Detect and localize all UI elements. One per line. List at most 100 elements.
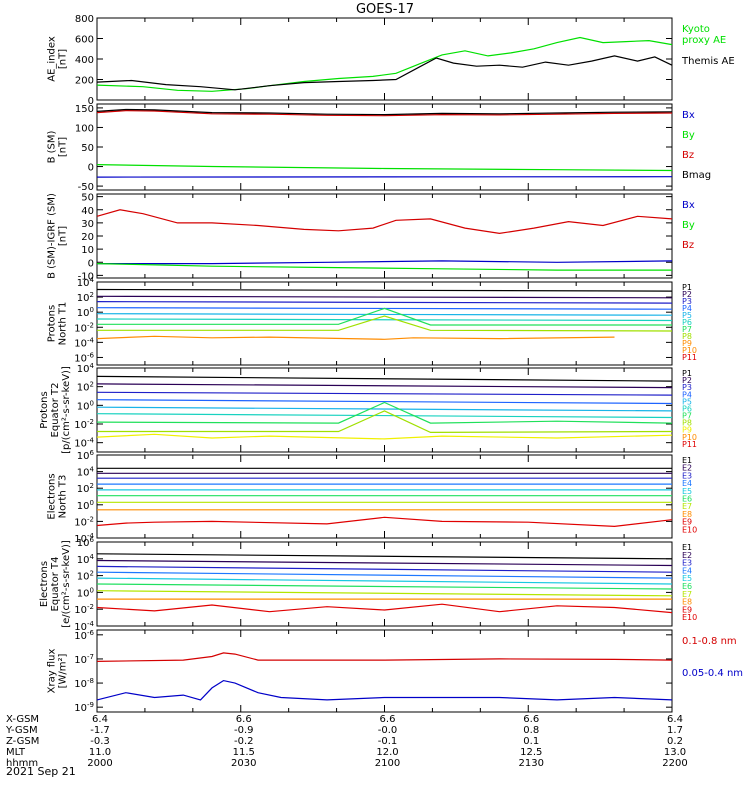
y-axis-label: AE_index xyxy=(47,36,58,82)
ephemeris-value: 2100 xyxy=(375,758,400,769)
legend-entry: P1 xyxy=(682,283,692,292)
legend-entry: E5 xyxy=(682,574,692,583)
legend-entry: E10 xyxy=(682,613,697,622)
legend-entry: P2 xyxy=(682,290,692,299)
series-p4 xyxy=(96,399,673,405)
ephemeris-row-label: MLT xyxy=(6,747,26,758)
y-axis-label: B (SM)-IGRF (SM) xyxy=(47,193,58,279)
series-p2 xyxy=(96,295,673,299)
y-axis-label: Protons xyxy=(39,391,50,428)
legend-entry: P7 xyxy=(682,325,692,334)
legend-entry: Bx xyxy=(682,110,695,121)
ephemeris-value: 6.6 xyxy=(380,714,396,725)
y-tick-label: 100 xyxy=(75,123,94,134)
ephemeris-value: 0.8 xyxy=(523,725,539,736)
panel-frame xyxy=(96,629,673,713)
y-tick-label: 10-8 xyxy=(74,677,94,690)
series-e1 xyxy=(96,553,673,560)
y-tick-label: 104 xyxy=(77,466,95,479)
ephemeris-value: -0.1 xyxy=(378,736,398,747)
ephemeris-value: 13.0 xyxy=(664,747,686,758)
panel-xray: 10-6 10-7 10-8 10-9 Xray flux [W/m²] 0.1-0.8 n… xyxy=(47,629,744,714)
ephemeris-value: -0.9 xyxy=(234,725,254,736)
legend-entry: By xyxy=(682,130,695,141)
y-tick-label: 104 xyxy=(77,276,95,289)
legend-entry: P8 xyxy=(682,419,692,428)
ephemeris-value: 6.6 xyxy=(236,714,252,725)
y-tick-label: 10-4 xyxy=(74,437,94,450)
series-e5 xyxy=(96,577,673,585)
y-tick-label: 106 xyxy=(77,536,95,549)
ephemeris-value: 2130 xyxy=(519,758,544,769)
series-e4 xyxy=(96,571,673,579)
panel-bsm: 150 100 50 0 -50 B (SM) [nT] Bx By Bz Bmag xyxy=(47,103,711,193)
y-tick-label: 400 xyxy=(75,55,94,66)
ephemeris-value: 6.6 xyxy=(523,714,539,725)
ephemeris-value: -0.3 xyxy=(90,736,110,747)
y-tick-label: 100 xyxy=(77,586,94,599)
legend-entry: Bmag xyxy=(682,170,711,181)
legend-entry: E6 xyxy=(682,582,692,591)
y-axis-label: [p/(cm²-s-sr-keV)] xyxy=(61,366,72,454)
panel-frame xyxy=(96,17,673,101)
panel-bigrf: 50 40 30 20 10 0 -10 B (SM)-IGRF (SM) [nT] Bx By Bz xyxy=(47,193,695,283)
legend-entry: By xyxy=(682,220,695,231)
legend-entry: E9 xyxy=(682,605,692,614)
y-tick-label: 10-6 xyxy=(74,629,94,642)
y-tick-label: 10-9 xyxy=(74,701,94,714)
series-bmag xyxy=(96,108,673,116)
legend-entry: E1 xyxy=(682,456,692,465)
series-0.05-0.4-nm xyxy=(96,679,673,701)
y-axis-label: B (SM) xyxy=(47,130,58,163)
y-tick-label: 600 xyxy=(75,35,94,46)
legend-entry: Bz xyxy=(682,150,694,161)
series-p6 xyxy=(96,413,673,419)
series-p1 xyxy=(96,288,673,292)
series-p5 xyxy=(96,406,673,412)
y-axis-label: North T3 xyxy=(58,475,69,519)
ephemeris-value: 6.4 xyxy=(667,714,683,725)
series-bz xyxy=(96,109,673,117)
legend-entry: E10 xyxy=(682,525,697,534)
y-axis-label: [nT] xyxy=(58,226,69,246)
ephemeris-row-label: Y-GSM xyxy=(5,725,38,736)
legend-entry: Bx xyxy=(682,200,695,211)
ephemeris-value: 2000 xyxy=(87,758,112,769)
y-axis-label: [W/m²] xyxy=(58,653,69,688)
legend-entry: P10 xyxy=(682,433,697,442)
legend-entry: P10 xyxy=(682,346,697,355)
legend-entry: E9 xyxy=(682,518,692,527)
series-p1 xyxy=(96,375,673,382)
y-tick-label: 150 xyxy=(75,104,94,115)
y-tick-label: 102 xyxy=(77,291,94,304)
legend-entry: P5 xyxy=(682,311,692,320)
legend-entry: proxy AE xyxy=(682,35,726,46)
series-themis-ae xyxy=(96,55,673,91)
legend-entry: P3 xyxy=(682,383,692,392)
y-axis-label: North T1 xyxy=(58,302,69,346)
y-axis-label: [e/(cm²-s-sr-keV)] xyxy=(61,540,72,628)
legend-entry: P6 xyxy=(682,318,692,327)
legend-entry: P5 xyxy=(682,397,692,406)
series-0.1-0.8-nm xyxy=(96,652,673,662)
series-p7 xyxy=(96,401,673,424)
y-axis-label: [nT] xyxy=(58,137,69,157)
legend-entry: P11 xyxy=(682,440,697,449)
series-e2 xyxy=(96,559,673,567)
legend-entry: E2 xyxy=(682,464,692,473)
y-axis-label: Equator T2 xyxy=(50,383,61,438)
legend-entry: P9 xyxy=(682,339,692,348)
series-e9 xyxy=(96,603,673,614)
y-tick-label: 30 xyxy=(81,219,94,230)
legend-entry: E5 xyxy=(682,487,692,496)
ephemeris-value: 0.1 xyxy=(523,736,539,747)
series-p8 xyxy=(97,410,673,434)
y-tick-label: 102 xyxy=(77,482,94,495)
ephemeris-value: 12.0 xyxy=(376,747,398,758)
ephemeris-value: 11.0 xyxy=(89,747,111,758)
y-tick-label: 10-4 xyxy=(74,336,94,349)
